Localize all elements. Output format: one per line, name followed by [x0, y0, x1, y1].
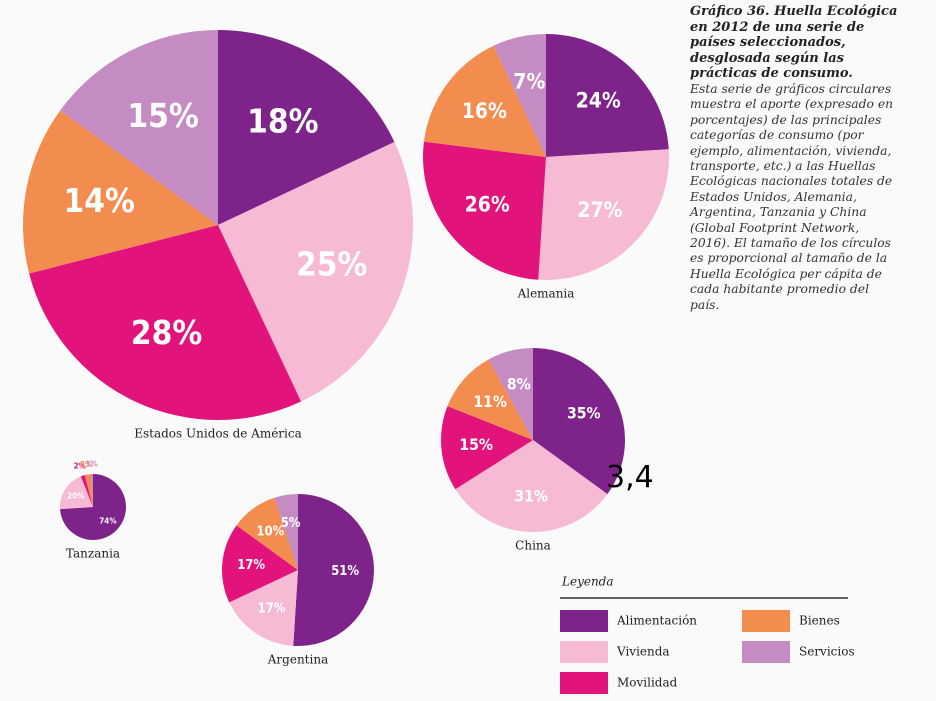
pie-slice — [218, 30, 395, 225]
slice-label: 31% — [514, 487, 548, 506]
pie-slice — [60, 30, 219, 225]
pie-slice — [218, 141, 414, 402]
pie-slice — [229, 570, 298, 646]
legend-label: Bienes — [799, 614, 840, 628]
legend-label: Vivienda — [616, 645, 670, 659]
pie-slice — [222, 525, 298, 603]
slice-label: 24% — [576, 88, 621, 112]
pie-slice — [274, 494, 298, 570]
slice-label: 10% — [256, 524, 284, 539]
slice-label: 1% — [86, 460, 98, 469]
pie-slice — [80, 475, 93, 507]
pie-title: Alemania — [517, 287, 575, 301]
pie-slice — [538, 149, 669, 280]
slice-label: 74% — [99, 517, 116, 526]
slice-label: 8% — [507, 374, 531, 393]
pie-slice — [59, 476, 93, 510]
annotation: 3,4 — [606, 460, 654, 495]
slice-label: 35% — [567, 404, 601, 423]
slice-label: 16% — [462, 99, 507, 123]
pie-slice — [84, 474, 93, 507]
legend-label: Movilidad — [617, 676, 678, 690]
slice-label: 17% — [237, 558, 265, 573]
pie-slice — [447, 359, 533, 440]
pie-slice — [90, 474, 93, 507]
slice-label: 25% — [296, 244, 367, 283]
legend-swatch — [560, 672, 608, 694]
pie-slice — [22, 110, 219, 274]
pie-slice — [29, 225, 302, 420]
pie-slice — [533, 348, 625, 495]
pie-slice — [455, 440, 608, 532]
caption-title: Gráfico 36. Huella Ecológica en 2012 de … — [690, 4, 898, 82]
caption-body: Esta serie de gráficos circulares muestr… — [690, 81, 894, 312]
legend-swatch — [560, 610, 608, 632]
pie-slice — [422, 141, 546, 280]
pie-slice — [488, 348, 533, 440]
pie-slice — [423, 45, 546, 158]
slice-label: 3% — [80, 460, 92, 469]
slice-label: 28% — [131, 313, 202, 352]
slice-label: 2% — [74, 462, 86, 471]
pie-title: Tanzania — [66, 547, 120, 561]
pie-slice — [236, 497, 298, 570]
pie-title: China — [515, 539, 551, 553]
slice-label: 17% — [258, 601, 286, 616]
slice-label: 7% — [513, 70, 545, 94]
pie-slice — [60, 474, 126, 541]
legend-swatch — [560, 641, 608, 663]
slice-label: 20% — [67, 492, 84, 501]
legend-title: Leyenda — [561, 575, 614, 589]
slice-label: 27% — [577, 198, 622, 222]
slice-label: 51% — [331, 564, 359, 579]
slice-label: 15% — [459, 435, 493, 454]
slice-label: 11% — [473, 392, 507, 411]
slice-label: 26% — [465, 193, 510, 217]
legend-swatch — [742, 610, 790, 632]
pie-slice — [493, 34, 546, 157]
legend-swatch — [742, 641, 790, 663]
legend-label: Servicios — [799, 645, 855, 659]
slice-label: 14% — [64, 181, 135, 220]
pie-slice — [441, 406, 533, 490]
pie-slice — [546, 34, 669, 157]
caption: Gráfico 36. Huella Ecológica en 2012 de … — [690, 4, 900, 313]
pie-title: Argentina — [267, 653, 328, 667]
slice-label: 5% — [281, 516, 301, 531]
legend-label: Alimentación — [616, 614, 697, 628]
pie-title: Estados Unidos de América — [134, 427, 302, 441]
pie-slice — [293, 494, 374, 646]
slice-label: 15% — [127, 96, 198, 135]
slice-label: 18% — [247, 101, 318, 140]
